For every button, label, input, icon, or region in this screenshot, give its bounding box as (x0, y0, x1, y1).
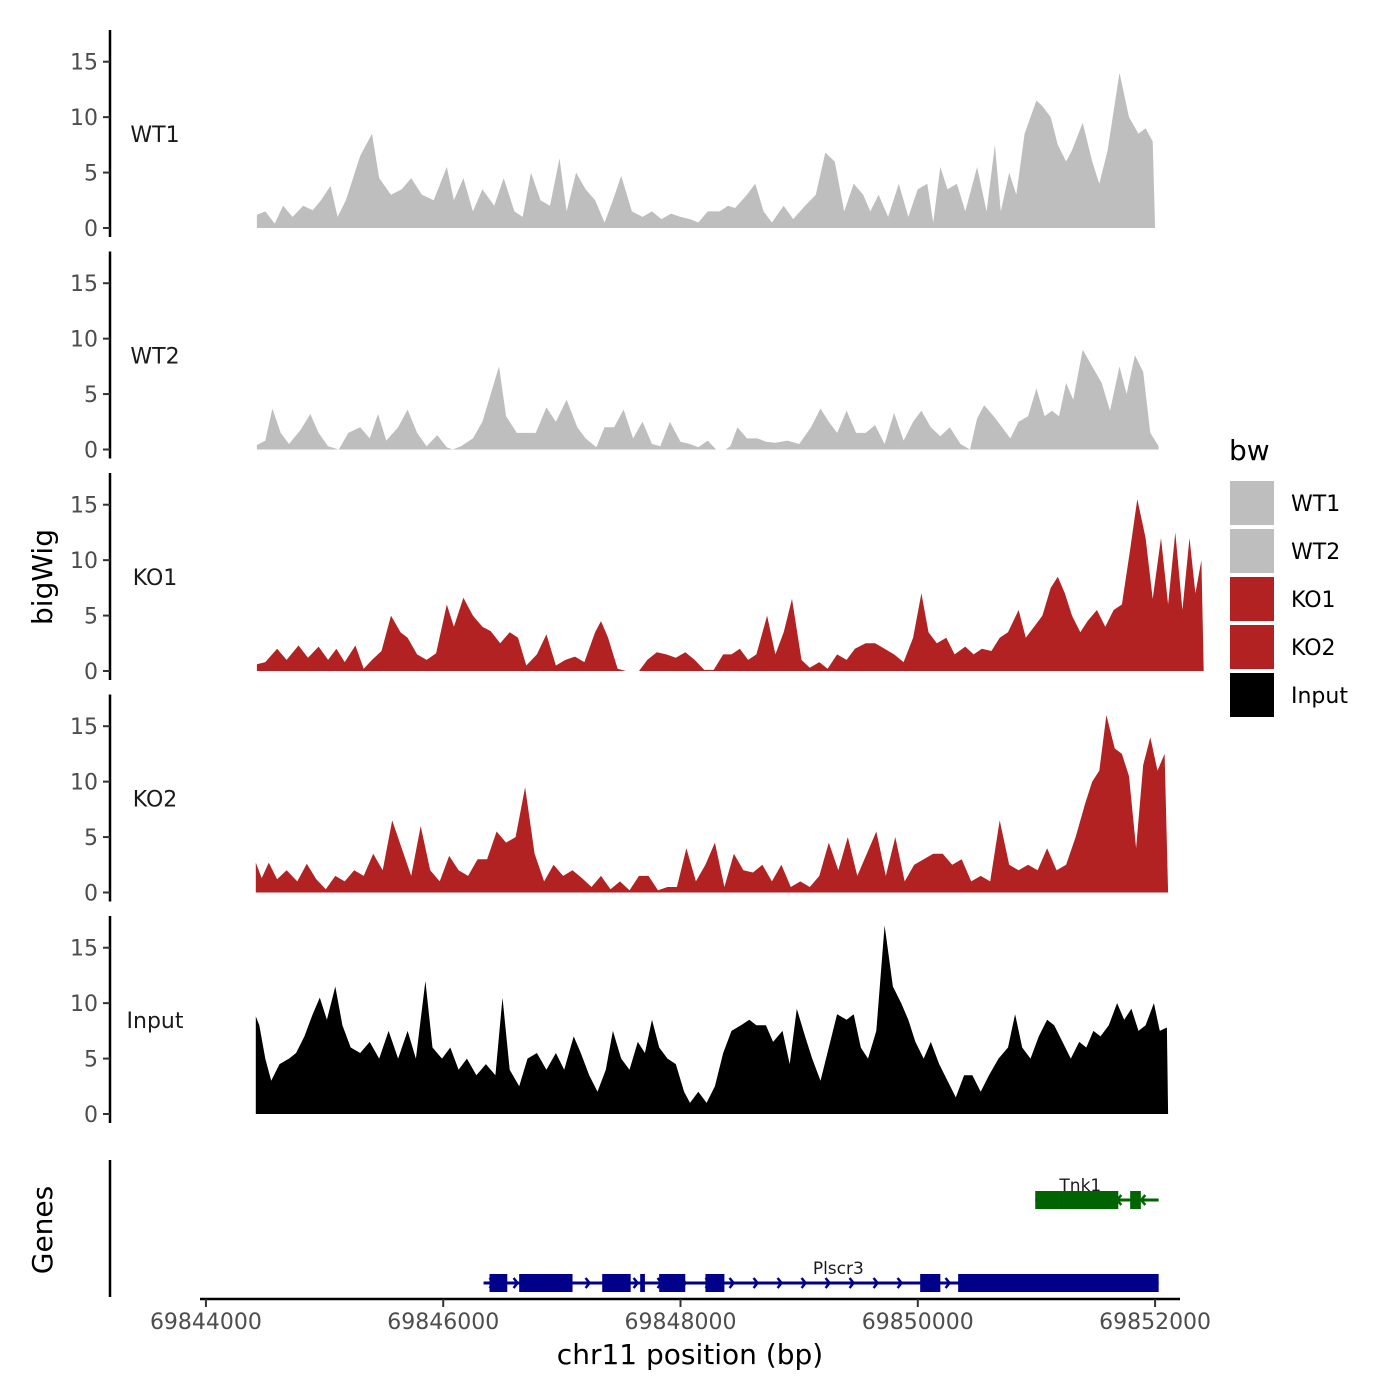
track-area-wt1 (256, 72, 1156, 228)
legend-swatch (1228, 671, 1276, 719)
exon (489, 1274, 508, 1292)
exon (640, 1274, 645, 1292)
gene-label: Tnk1 (1058, 1176, 1101, 1196)
track-label: Input (127, 1009, 184, 1034)
y-tick-label: 10 (70, 106, 98, 131)
track-wt2: 0 5 10 15 WT2 (70, 251, 1159, 464)
genes-panel: Tnk1 Plscr3 (108, 1160, 1159, 1297)
gene-label: Plscr3 (813, 1259, 864, 1279)
y-axis-title: bigWig (26, 529, 59, 625)
x-tick-label: 69848000 (625, 1310, 737, 1335)
track-ko2: 0 5 10 15 KO2 (70, 694, 1169, 907)
x-tick-label: 69846000 (387, 1310, 499, 1335)
y-tick-label: 5 (84, 1048, 98, 1073)
y-tick-label: 10 (70, 992, 98, 1017)
strand-arrow (848, 1277, 856, 1289)
legend-item-input: Input (1228, 671, 1348, 719)
legend-swatch (1228, 479, 1276, 527)
exon (920, 1274, 941, 1292)
track-wt1: 0 5 10 15 WT1 (70, 30, 1156, 242)
tracks-layer: 0 5 10 15 WT1 0 5 10 15 WT2 0 5 10 15 KO1 0 5 10 15 KO2 0 5 10… (70, 30, 1204, 1128)
y-tick-label: 15 (70, 272, 98, 297)
legend-swatch (1228, 527, 1276, 575)
track-area-wt2 (256, 349, 1159, 450)
y-tick-label: 0 (84, 660, 98, 685)
track-label: WT2 (130, 345, 179, 370)
y-tick-label: 15 (70, 937, 98, 962)
y-tick-label: 5 (84, 605, 98, 630)
track-area-input (255, 925, 1169, 1114)
track-label: KO1 (133, 566, 178, 591)
strand-arrow (728, 1277, 736, 1289)
exon (1058, 1191, 1119, 1209)
y-tick-label: 0 (84, 217, 98, 242)
strand-arrow (1139, 1194, 1147, 1206)
strand-arrow (776, 1277, 784, 1289)
x-axis: 69844000 69846000 69848000 69850000 69852000 (150, 1297, 1211, 1335)
legend-label: KO2 (1291, 636, 1336, 661)
strand-arrow (632, 1277, 640, 1289)
y-tick-label: 10 (70, 771, 98, 796)
track-area-ko1 (256, 499, 1204, 671)
strand-arrow (824, 1277, 832, 1289)
track-label: KO2 (133, 788, 178, 813)
x-tick-label: 69844000 (150, 1310, 262, 1335)
track-label: WT1 (130, 123, 179, 148)
y-tick-label: 15 (70, 51, 98, 76)
legend-title: bw (1229, 434, 1270, 467)
track-ko1: 0 5 10 15 KO1 (70, 473, 1204, 685)
legend-item-ko2: KO2 (1228, 623, 1336, 671)
legend-swatch (1228, 623, 1276, 671)
legend-item-wt2: WT2 (1228, 527, 1340, 575)
gene-tnk1: Tnk1 (1035, 1176, 1159, 1209)
legend-label: WT1 (1291, 492, 1340, 517)
exon (958, 1274, 1159, 1292)
track-input: 0 5 10 15 Input (70, 916, 1169, 1128)
strand-arrow (800, 1277, 808, 1289)
gene-plscr3: Plscr3 (483, 1259, 1159, 1292)
exon (602, 1274, 631, 1292)
y-tick-label: 10 (70, 328, 98, 353)
exon (1035, 1191, 1059, 1209)
exon (1130, 1191, 1141, 1209)
strand-arrow (584, 1277, 592, 1289)
y-tick-label: 0 (84, 882, 98, 907)
legend-swatch (1228, 575, 1276, 623)
y-tick-label: 0 (84, 439, 98, 464)
exon (659, 1274, 686, 1292)
x-tick-label: 69850000 (862, 1310, 974, 1335)
strand-arrow (944, 1277, 952, 1289)
y-tick-label: 15 (70, 494, 98, 519)
y-tick-label: 5 (84, 383, 98, 408)
y-tick-label: 0 (84, 1103, 98, 1128)
genes-axis-title: Genes (26, 1186, 59, 1274)
strand-arrow (512, 1277, 520, 1289)
legend-item-wt1: WT1 (1228, 479, 1340, 527)
track-area-ko2 (255, 715, 1169, 893)
x-tick-label: 69852000 (1099, 1310, 1211, 1335)
strand-arrow (896, 1277, 904, 1289)
strand-arrow (872, 1277, 880, 1289)
exon (519, 1274, 573, 1292)
y-tick-label: 10 (70, 549, 98, 574)
y-tick-label: 15 (70, 715, 98, 740)
legend-label: WT2 (1291, 540, 1340, 565)
y-tick-label: 5 (84, 826, 98, 851)
legend-label: Input (1291, 684, 1348, 709)
strand-arrow (752, 1277, 760, 1289)
exon (705, 1274, 725, 1292)
legend-label: KO1 (1291, 588, 1336, 613)
x-axis-title: chr11 position (bp) (557, 1338, 823, 1371)
legend: bw WT1 WT2 KO1 KO2 Input (1228, 434, 1348, 719)
y-tick-label: 5 (84, 162, 98, 187)
legend-item-ko1: KO1 (1228, 575, 1336, 623)
